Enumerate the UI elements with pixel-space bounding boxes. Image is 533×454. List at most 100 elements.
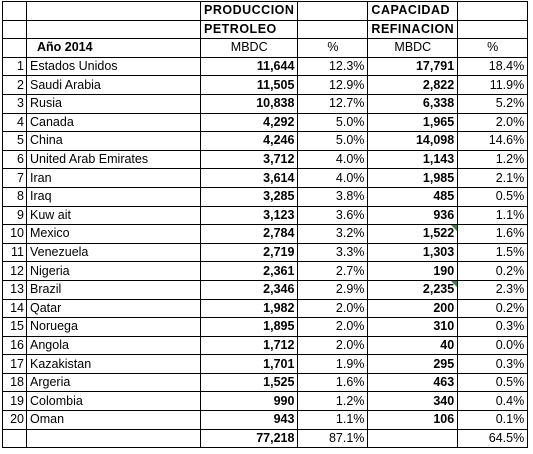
rank-cell[interactable]: 4 xyxy=(2,112,27,133)
capacity-pct-cell[interactable]: 2.3% xyxy=(457,279,529,300)
country-cell[interactable]: Venezuela xyxy=(26,242,201,263)
production-cell[interactable]: 3,614 xyxy=(199,168,299,188)
production-cell[interactable]: 3,285 xyxy=(199,186,299,207)
total-production[interactable]: 77,218 xyxy=(199,428,299,449)
capacity-pct-cell[interactable]: 1.2% xyxy=(457,149,529,170)
capacity-unit[interactable]: MBDC xyxy=(367,38,459,58)
capacity-cell[interactable]: 295 xyxy=(367,354,459,374)
production-pct-cell[interactable]: 12.7% xyxy=(297,93,369,114)
capacity-pct-cell[interactable]: 0.2% xyxy=(457,261,529,281)
capacity-pct-cell[interactable]: 2.1% xyxy=(457,168,529,188)
production-pct-cell[interactable]: 2.7% xyxy=(297,261,369,281)
cell[interactable] xyxy=(297,1,369,21)
rank-cell[interactable]: 6 xyxy=(2,149,27,170)
country-cell[interactable]: Noruega xyxy=(26,317,201,337)
capacity-cell[interactable]: 2,235 xyxy=(367,279,459,300)
capacity-subheader[interactable]: REFINACION xyxy=(367,19,459,40)
rank-cell[interactable]: 17 xyxy=(2,354,27,374)
capacity-header[interactable]: CAPACIDAD xyxy=(367,1,459,21)
rank-cell[interactable]: 7 xyxy=(2,168,27,188)
capacity-cell[interactable]: 1,303 xyxy=(367,242,459,263)
country-cell[interactable]: United Arab Emirates xyxy=(26,149,201,170)
production-header[interactable]: PRODUCCION xyxy=(199,1,299,21)
capacity-pct-cell[interactable]: 0.5% xyxy=(457,372,529,393)
production-pct-cell[interactable]: 2.0% xyxy=(297,317,369,337)
rank-cell[interactable]: 15 xyxy=(2,317,27,337)
capacity-cell[interactable]: 200 xyxy=(367,298,459,319)
production-pct-header[interactable]: % xyxy=(297,38,369,58)
rank-cell[interactable]: 9 xyxy=(2,205,27,226)
production-cell[interactable]: 4,246 xyxy=(199,131,299,151)
capacity-cell[interactable]: 1,985 xyxy=(367,168,459,188)
rank-cell[interactable]: 12 xyxy=(2,261,27,281)
production-cell[interactable]: 2,361 xyxy=(199,261,299,281)
capacity-cell[interactable]: 1,522 xyxy=(367,224,459,244)
rank-cell[interactable]: 18 xyxy=(2,372,27,393)
country-cell[interactable]: Rusia xyxy=(26,93,201,114)
production-pct-cell[interactable]: 3.6% xyxy=(297,205,369,226)
production-cell[interactable]: 11,644 xyxy=(199,56,299,77)
production-pct-cell[interactable]: 2.9% xyxy=(297,279,369,300)
capacity-pct-cell[interactable]: 5.2% xyxy=(457,93,529,114)
rank-cell[interactable]: 14 xyxy=(2,298,27,319)
production-cell[interactable]: 1,895 xyxy=(199,317,299,337)
country-cell[interactable]: Mexico xyxy=(26,224,201,244)
total-production-pct[interactable]: 87.1% xyxy=(297,428,369,449)
cell[interactable] xyxy=(26,19,201,40)
cell[interactable] xyxy=(2,428,27,449)
production-pct-cell[interactable]: 3.2% xyxy=(297,224,369,244)
country-cell[interactable]: Estados Unidos xyxy=(26,56,201,77)
production-cell[interactable]: 11,505 xyxy=(199,75,299,95)
rank-cell[interactable]: 19 xyxy=(2,391,27,412)
capacity-cell[interactable]: 17,791 xyxy=(367,56,459,77)
production-pct-cell[interactable]: 4.0% xyxy=(297,168,369,188)
country-cell[interactable]: Oman xyxy=(26,410,201,430)
country-cell[interactable]: Argeria xyxy=(26,372,201,393)
country-cell[interactable]: Qatar xyxy=(26,298,201,319)
capacity-pct-cell[interactable]: 14.6% xyxy=(457,131,529,151)
cell[interactable] xyxy=(457,19,529,40)
cell[interactable] xyxy=(297,19,369,40)
production-cell[interactable]: 1,701 xyxy=(199,354,299,374)
capacity-pct-cell[interactable]: 1.5% xyxy=(457,242,529,263)
capacity-pct-cell[interactable]: 0.2% xyxy=(457,298,529,319)
production-pct-cell[interactable]: 1.9% xyxy=(297,354,369,374)
production-pct-cell[interactable]: 5.0% xyxy=(297,112,369,133)
production-pct-cell[interactable]: 2.0% xyxy=(297,335,369,356)
capacity-cell[interactable]: 1,143 xyxy=(367,149,459,170)
production-cell[interactable]: 1,982 xyxy=(199,298,299,319)
capacity-cell[interactable]: 936 xyxy=(367,205,459,226)
production-cell[interactable]: 10,838 xyxy=(199,93,299,114)
cell[interactable] xyxy=(2,1,27,21)
production-cell[interactable]: 1,712 xyxy=(199,335,299,356)
production-pct-cell[interactable]: 1.2% xyxy=(297,391,369,412)
capacity-cell[interactable]: 2,822 xyxy=(367,75,459,95)
production-cell[interactable]: 2,346 xyxy=(199,279,299,300)
capacity-pct-cell[interactable]: 0.4% xyxy=(457,391,529,412)
production-cell[interactable]: 990 xyxy=(199,391,299,412)
production-pct-cell[interactable]: 5.0% xyxy=(297,131,369,151)
capacity-pct-cell[interactable]: 0.3% xyxy=(457,354,529,374)
total-capacity[interactable] xyxy=(367,428,459,449)
cell[interactable] xyxy=(26,428,201,449)
capacity-pct-cell[interactable]: 0.5% xyxy=(457,186,529,207)
production-pct-cell[interactable]: 1.6% xyxy=(297,372,369,393)
production-cell[interactable]: 3,123 xyxy=(199,205,299,226)
rank-cell[interactable]: 2 xyxy=(2,75,27,95)
rank-cell[interactable]: 10 xyxy=(2,224,27,244)
production-pct-cell[interactable]: 12.9% xyxy=(297,75,369,95)
cell[interactable] xyxy=(26,1,201,21)
country-cell[interactable]: Angola xyxy=(26,335,201,356)
production-cell[interactable]: 1,525 xyxy=(199,372,299,393)
production-pct-cell[interactable]: 1.1% xyxy=(297,410,369,430)
year-label[interactable]: Año 2014 xyxy=(26,38,201,58)
country-cell[interactable]: Kazakistan xyxy=(26,354,201,374)
cell[interactable] xyxy=(2,19,27,40)
capacity-cell[interactable]: 6,338 xyxy=(367,93,459,114)
production-subheader[interactable]: PETROLEO xyxy=(199,19,299,40)
production-cell[interactable]: 2,784 xyxy=(199,224,299,244)
production-pct-cell[interactable]: 2.0% xyxy=(297,298,369,319)
country-cell[interactable]: China xyxy=(26,131,201,151)
rank-cell[interactable]: 16 xyxy=(2,335,27,356)
capacity-pct-cell[interactable]: 1.1% xyxy=(457,205,529,226)
